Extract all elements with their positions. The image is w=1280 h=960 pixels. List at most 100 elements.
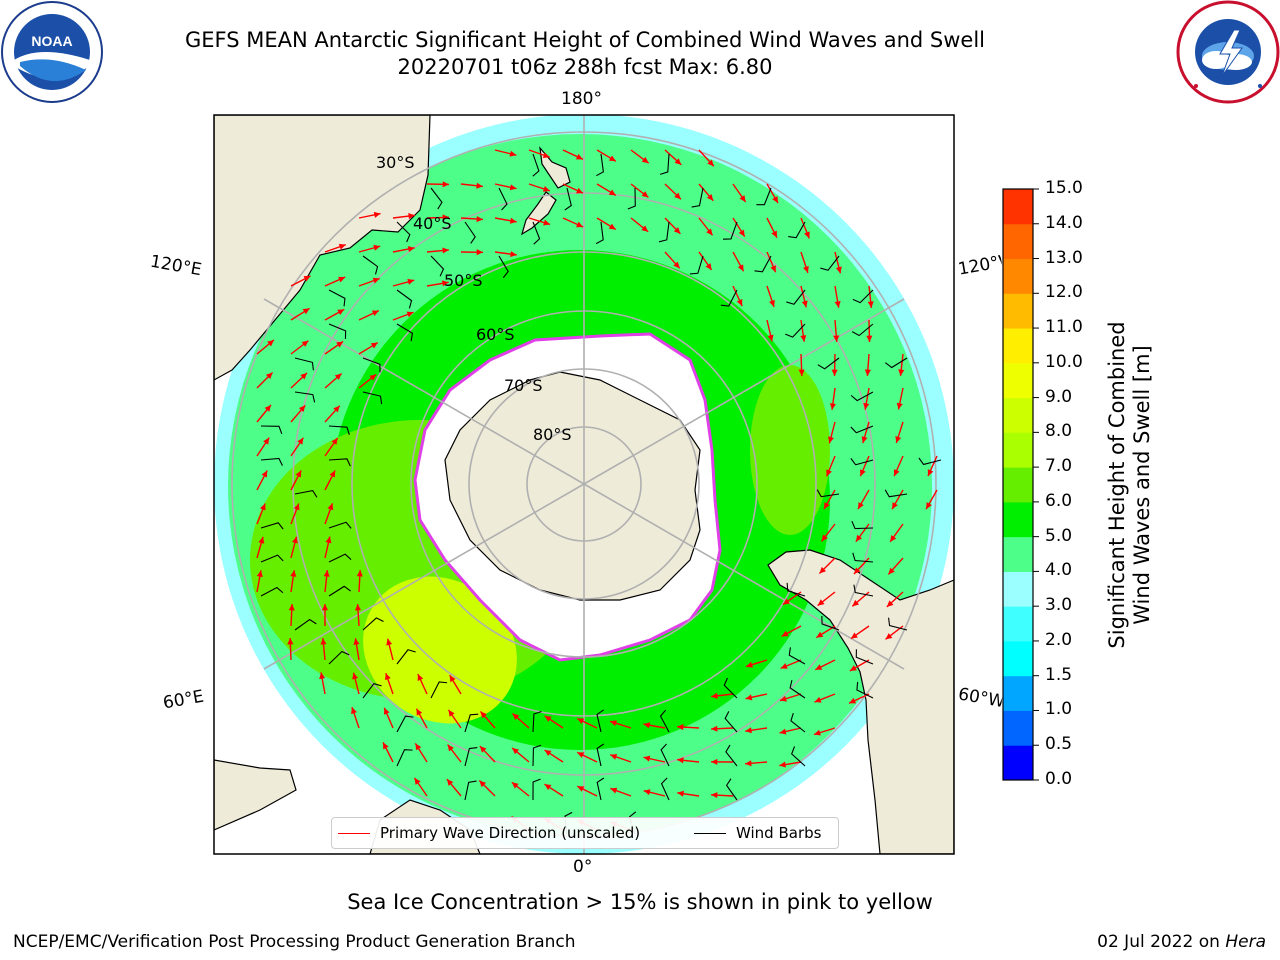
wave-arrowhead [927, 469, 934, 477]
legend-swatch-black [694, 832, 726, 834]
wave-arrowhead [386, 638, 393, 646]
wave-arrowhead [300, 372, 308, 380]
map-legend: Primary Wave Direction (unscaled) Wind B… [331, 817, 839, 849]
wave-arrowhead [479, 780, 486, 788]
wave-arrowhead [334, 373, 342, 380]
wave-arrowhead [512, 747, 519, 755]
sea-ice-note: Sea Ice Concentration > 15% is shown in … [347, 890, 933, 914]
wind-barb [659, 709, 670, 733]
wave-arrowhead [814, 696, 822, 703]
wave-arrowhead [833, 335, 840, 342]
wave-arrowhead [417, 673, 424, 681]
colorbar-tick-label: 11.0 [1045, 317, 1083, 338]
wave-arrowhead [297, 437, 304, 445]
wind-barb [362, 683, 382, 699]
wave-arrowhead [407, 278, 415, 285]
wave-arrowhead [834, 300, 841, 308]
wave-arrowhead [610, 720, 617, 727]
wind-barbs [260, 153, 942, 835]
wave-arrowhead [301, 340, 309, 347]
wind-barb [260, 586, 284, 597]
wave-arrowhead [738, 229, 745, 237]
wind-barb [595, 221, 604, 245]
wave-arrowhead [736, 299, 743, 307]
colorbar-tick-label: 10.0 [1045, 351, 1083, 372]
wave-arrowhead [336, 341, 344, 348]
wave-arrowhead [801, 300, 808, 308]
wave-arrowhead [804, 231, 810, 239]
wind-barb [362, 391, 383, 405]
wind-barb [260, 425, 283, 434]
wave-arrowhead [512, 713, 520, 720]
wave-arrowhead [641, 156, 649, 164]
wind-barb [260, 554, 284, 563]
wave-arrowhead [448, 709, 455, 717]
wind-barb [691, 187, 704, 208]
wave-arrowhead [813, 729, 821, 736]
wind-barb [627, 187, 636, 210]
wave-arrowhead [576, 221, 584, 228]
wave-arrowhead [861, 436, 868, 444]
wave-arrowhead [338, 276, 346, 283]
colorbar-segment [1003, 675, 1033, 711]
wave-arrowhead [866, 335, 873, 342]
colorbar-segment [1003, 362, 1033, 399]
wave-arrowhead [408, 213, 415, 220]
wave-arrowhead [543, 219, 551, 226]
wave-arrowhead [860, 469, 866, 477]
africa [214, 759, 297, 831]
wave-arrowhead [371, 310, 379, 317]
legend-label-wind-barbs: Wind Barbs [736, 824, 822, 842]
wind-barb [659, 153, 670, 175]
wind-barb [853, 584, 874, 597]
colorbar-segment [1003, 536, 1033, 572]
wave-arrowhead [509, 184, 517, 191]
wind-barb [596, 743, 605, 767]
colorbar-segment [1003, 223, 1033, 260]
wind-barb [790, 712, 806, 733]
wave-arrowhead [608, 223, 616, 230]
wind-barb [816, 489, 840, 498]
wave-arrowhead [711, 692, 718, 699]
wave-arrowhead [287, 638, 294, 645]
wave-arrowhead [779, 761, 787, 768]
footer-machine: Hera [1225, 932, 1266, 952]
colorbar-segment [1003, 606, 1033, 642]
wave-arrowhead [442, 214, 449, 221]
wave-arrowhead [823, 502, 830, 510]
wave-arrowhead [610, 753, 618, 760]
wind-barb [328, 323, 347, 339]
wind-barb [791, 746, 806, 767]
wind-barb [658, 221, 670, 243]
wave-arrowhead [867, 301, 874, 308]
colorbar-tick-label: 1.0 [1045, 699, 1073, 720]
new-zealand-south [521, 191, 557, 236]
wave-arrowhead [337, 309, 345, 316]
wave-arrowhead [510, 251, 517, 258]
wave-arrowhead [781, 630, 789, 637]
wave-arrowhead [325, 536, 332, 544]
wave-arrowhead [779, 728, 787, 735]
wave-arrowhead [849, 665, 857, 671]
wave-arrowhead [885, 633, 893, 640]
wave-arrowhead [821, 534, 828, 542]
wave-arrowhead [480, 711, 487, 719]
wave-arrowhead [577, 786, 585, 792]
wave-arrowhead [610, 787, 618, 794]
wave-arrowhead [711, 758, 718, 765]
wave-arrowhead [372, 277, 380, 284]
wave-arrowhead [816, 631, 824, 638]
wave-arrowhead [745, 727, 752, 734]
legend-item-wave-direction: Primary Wave Direction (unscaled) [338, 824, 640, 842]
wind-barb [260, 457, 283, 466]
wind-barb [328, 289, 346, 307]
wind-barb [724, 711, 738, 733]
wave-arrowhead [892, 502, 898, 510]
legend-item-wind-barbs: Wind Barbs [694, 824, 821, 842]
wave-arrowhead [643, 789, 651, 796]
wave-arrowhead [771, 230, 777, 238]
wind-barb [328, 650, 350, 665]
wind-barb [396, 715, 414, 733]
wave-arrowhead [331, 437, 338, 445]
wave-arrowhead [476, 182, 483, 189]
